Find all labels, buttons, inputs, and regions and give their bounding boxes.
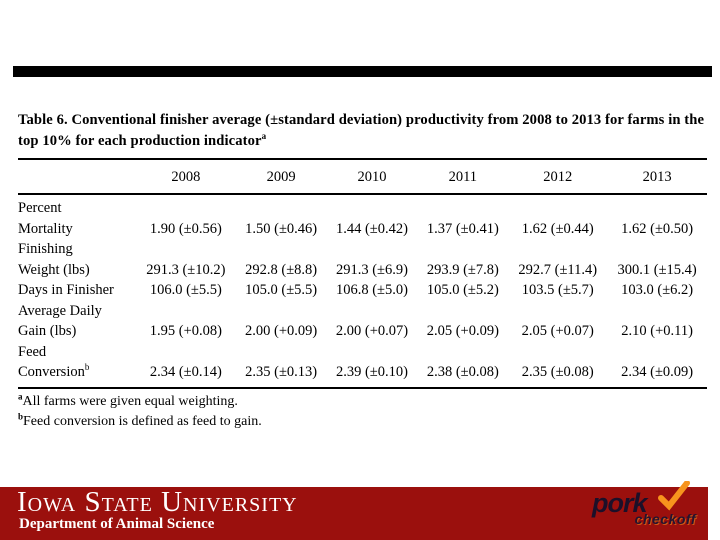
- table-row-percent-mortality: Percent Mortality 1.90 (±0.56) 1.50 (±0.…: [18, 194, 707, 239]
- table-cell: 106.0 (±5.5): [149, 282, 222, 298]
- data-table: 2008 2009 2010 2011 2012 2013 Percent Mo…: [18, 158, 707, 389]
- table-row-feed-conversion: Feed Conversionb 2.34 (±0.14) 2.35 (±0.1…: [18, 342, 707, 388]
- table-cell: 1.62 (±0.50): [621, 220, 694, 237]
- table-cell: 2.35 (±0.13): [245, 364, 318, 380]
- table-cell: 1.50 (±0.46): [245, 220, 318, 237]
- table-cell: 2.34 (±0.14): [149, 364, 222, 380]
- table-cell: 1.95 (+0.08): [149, 323, 222, 339]
- university-wordmark: Iowa State University: [17, 486, 298, 518]
- footer-bar: Iowa State University Department of Anim…: [0, 481, 708, 540]
- checkoff-logo-text: checkoff: [634, 511, 696, 527]
- table-cell: 103.0 (±6.2): [621, 282, 694, 298]
- pork-logo-text: pork: [590, 481, 696, 517]
- table-row-finishing-weight: Finishing Weight (lbs) 291.3 (±10.2) 292…: [18, 239, 707, 280]
- department-name: Department of Animal Science: [19, 516, 215, 532]
- table-cell: 2.34 (±0.09): [621, 364, 694, 380]
- year-column-header: 2009: [235, 159, 327, 195]
- table-cell: 2.38 (±0.08): [426, 364, 499, 380]
- row-label: Feed Conversionb: [18, 343, 90, 381]
- table-cell: 293.9 (±7.8): [426, 261, 499, 278]
- table-cell: 106.8 (±5.0): [335, 282, 408, 298]
- table-title-superscript: a: [261, 131, 267, 142]
- header-row: 2008 2009 2010 2011 2012 2013: [18, 159, 707, 195]
- table-cell: 1.37 (±0.41): [426, 220, 499, 237]
- table-cell: 2.39 (±0.10): [335, 364, 408, 380]
- table-row-average-daily-gain: Average Daily Gain (lbs) 1.95 (+0.08) 2.…: [18, 301, 707, 342]
- table-cell: 1.44 (±0.42): [335, 220, 408, 237]
- table-title-text: Table 6. Conventional finisher average (…: [18, 112, 705, 149]
- table-cell: 105.0 (±5.2): [426, 282, 499, 298]
- footnote-a: aAll farms were given equal weighting.: [18, 390, 238, 409]
- row-label: Percent Mortality: [18, 200, 73, 237]
- year-column-header: 2010: [326, 159, 418, 195]
- table-cell: 1.90 (±0.56): [149, 220, 222, 237]
- table-title: Table 6. Conventional finisher average (…: [18, 110, 707, 152]
- year-column-header: 2012: [508, 159, 608, 195]
- pork-checkoff-logo: pork checkoff: [590, 481, 696, 527]
- table-cell: 2.05 (+0.09): [426, 323, 499, 339]
- table-cell: 2.00 (+0.09): [245, 323, 318, 339]
- table-cell: 103.5 (±5.7): [521, 282, 594, 298]
- year-column-header: 2013: [607, 159, 707, 195]
- table-footnotes: aAll farms were given equal weighting. b…: [18, 390, 707, 432]
- table-cell: 291.3 (±6.9): [335, 261, 408, 278]
- table-cell: 291.3 (±10.2): [146, 261, 226, 278]
- table-cell: 2.00 (+0.07): [335, 323, 409, 339]
- row-label: Finishing Weight (lbs): [18, 241, 90, 278]
- table-cell: 105.0 (±5.5): [245, 282, 318, 298]
- productivity-table: Table 6. Conventional finisher average (…: [18, 110, 707, 432]
- table-cell: 2.05 (+0.07): [521, 323, 594, 339]
- table-cell: 2.35 (±0.08): [521, 364, 594, 380]
- table-row-days-in-finisher: Days in Finisher 106.0 (±5.5) 105.0 (±5.…: [18, 280, 707, 301]
- year-column-header: 2011: [417, 159, 509, 195]
- empty-header-cell: [18, 159, 136, 195]
- table-cell: 292.7 (±11.4): [518, 261, 598, 278]
- table-cell: 1.62 (±0.44): [521, 220, 594, 237]
- top-divider-bar: [13, 66, 712, 77]
- row-label: Days in Finisher: [18, 282, 114, 298]
- checkmark-icon: [658, 481, 690, 511]
- table-cell: 2.10 (+0.11): [621, 323, 693, 339]
- footnote-b: bFeed conversion is defined as feed to g…: [18, 410, 262, 429]
- table-cell: 292.8 (±8.8): [245, 261, 318, 278]
- year-column-header: 2008: [136, 159, 236, 195]
- row-label: Average Daily Gain (lbs): [18, 302, 102, 340]
- table-cell: 300.1 (±15.4): [617, 261, 697, 278]
